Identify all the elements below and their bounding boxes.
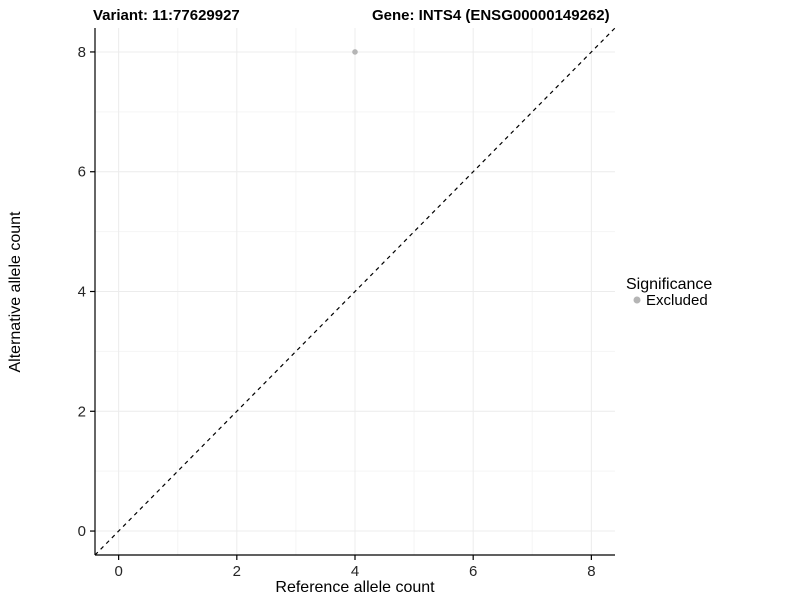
legend-title: Significance [626, 276, 712, 293]
plot-title-gene: Gene: INTS4 (ENSG00000149262) [372, 7, 610, 24]
y-tick-label: 6 [78, 164, 86, 181]
x-tick-label: 4 [351, 563, 359, 580]
y-tick-label: 0 [78, 523, 86, 540]
y-tick-label: 2 [78, 403, 86, 420]
plot-title-variant: Variant: 11:77629927 [93, 7, 240, 24]
x-tick-label: 8 [587, 563, 595, 580]
y-tick-label: 4 [78, 284, 86, 301]
legend-swatch-icon [633, 296, 641, 304]
legend-item-excluded: Excluded [633, 292, 708, 309]
x-tick-label: 6 [469, 563, 477, 580]
legend: Significance Excluded [626, 276, 712, 309]
x-tick-label: 2 [233, 563, 241, 580]
y-axis-title: Alternative allele count [7, 211, 24, 373]
identity-line [94, 27, 616, 556]
x-tick-label: 0 [114, 563, 122, 580]
x-axis-title: Reference allele count [275, 579, 435, 596]
data-point [352, 49, 358, 55]
plot-panel: 0 2 4 6 8 0 2 4 6 8 [78, 27, 616, 580]
y-tick-label: 8 [78, 44, 86, 61]
legend-item-label: Excluded [646, 292, 708, 309]
